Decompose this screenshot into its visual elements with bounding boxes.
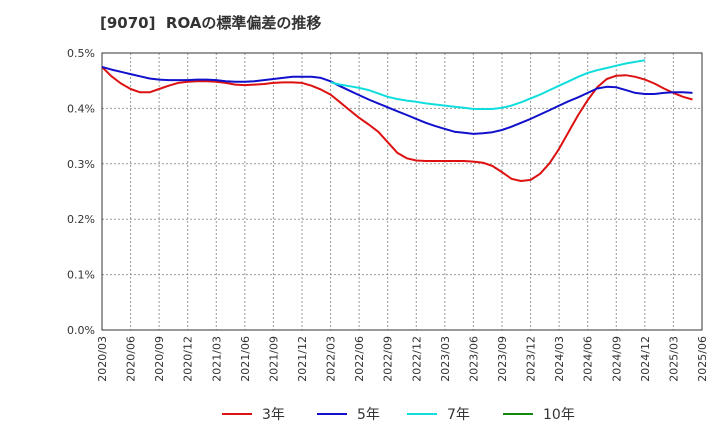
x-tick-label: 2021/06 bbox=[239, 336, 252, 382]
y-tick-label: 0.1% bbox=[67, 269, 95, 282]
y-tick-label: 0.4% bbox=[67, 102, 95, 115]
x-tick-label: 2023/03 bbox=[439, 336, 452, 382]
x-tick-label: 2025/03 bbox=[667, 336, 680, 382]
x-tick-label: 2020/12 bbox=[182, 336, 195, 382]
x-tick-label: 2023/09 bbox=[496, 336, 509, 382]
x-tick-label: 2022/03 bbox=[325, 336, 338, 382]
x-tick-label: 2020/06 bbox=[125, 336, 138, 382]
x-tick-label: 2021/03 bbox=[210, 336, 223, 382]
x-tick-label: 2023/06 bbox=[467, 336, 480, 382]
legend-label: 7年 bbox=[447, 407, 470, 423]
y-tick-label: 0.2% bbox=[67, 213, 95, 226]
y-tick-label: 0.5% bbox=[67, 47, 95, 60]
plot-frame bbox=[101, 52, 703, 331]
x-tick-label: 2024/09 bbox=[610, 336, 623, 382]
x-tick-label: 2023/12 bbox=[525, 336, 538, 382]
chart-title: [9070] ROAの標準偏差の推移 bbox=[100, 14, 322, 32]
x-tick-label: 2022/12 bbox=[410, 336, 423, 382]
series-line-7年 bbox=[330, 59, 646, 110]
x-tick-label: 2020/03 bbox=[96, 336, 109, 382]
x-tick-label: 2020/09 bbox=[153, 336, 166, 382]
legend-label: 3年 bbox=[262, 407, 285, 423]
y-tick-label: 0.0% bbox=[67, 324, 95, 337]
x-tick-label: 2021/09 bbox=[267, 336, 280, 382]
x-tick-label: 2024/12 bbox=[639, 336, 652, 382]
x-tick-label: 2024/03 bbox=[553, 336, 566, 382]
series-line-3年 bbox=[101, 66, 693, 182]
y-tick-label: 0.3% bbox=[67, 158, 95, 171]
x-tick-label: 2024/06 bbox=[582, 336, 595, 382]
x-tick-label: 2021/12 bbox=[296, 336, 309, 382]
legend-label: 10年 bbox=[543, 407, 575, 423]
x-tick-label: 2022/06 bbox=[353, 336, 366, 382]
legend-label: 5年 bbox=[357, 407, 380, 423]
series-line-5年 bbox=[101, 65, 693, 135]
x-tick-label: 2025/06 bbox=[696, 336, 709, 382]
x-tick-label: 2022/09 bbox=[382, 336, 395, 382]
